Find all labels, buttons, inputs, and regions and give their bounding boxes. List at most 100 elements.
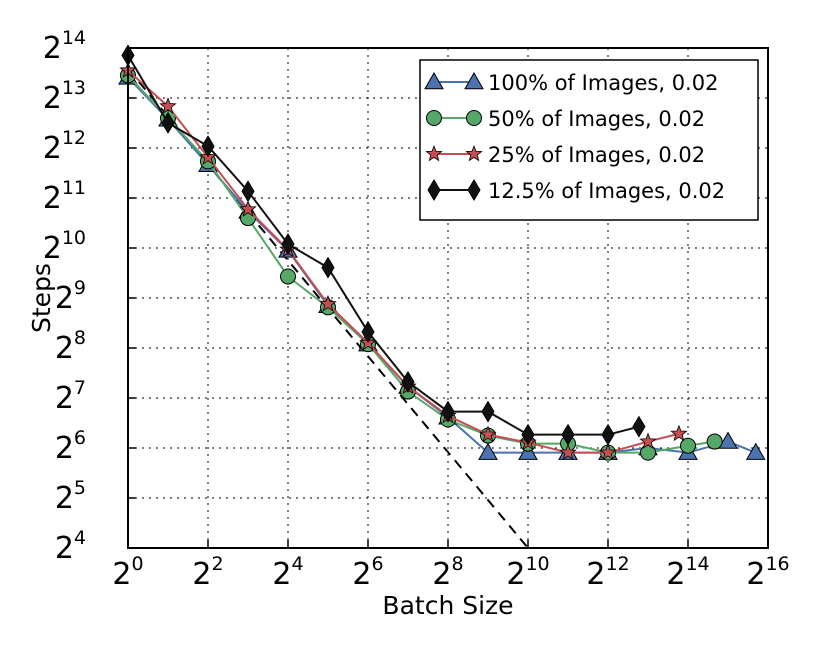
x-tick-base: 2 xyxy=(192,557,211,592)
plot-frame xyxy=(127,47,769,549)
data-point xyxy=(161,111,175,134)
data-point xyxy=(319,295,337,312)
legend-label: 12.5% of Images, 0.02 xyxy=(488,179,725,203)
series-line xyxy=(127,54,640,436)
x-tick-label: 24 xyxy=(272,553,303,592)
y-tick-base: 2 xyxy=(43,181,62,216)
legend-entry: 25% of Images, 0.02 xyxy=(425,143,705,167)
legend-label: 25% of Images, 0.02 xyxy=(488,143,705,167)
x-tick-exponent: 0 xyxy=(132,553,144,575)
x-tick-exponent: 16 xyxy=(765,553,789,575)
x-tick-exponent: 12 xyxy=(605,553,629,575)
data-point xyxy=(239,200,257,217)
legend-marker xyxy=(465,144,483,162)
y-tick-base: 2 xyxy=(55,331,74,366)
y-tick-label: 24 xyxy=(55,527,86,566)
y-tick-exponent: 5 xyxy=(74,477,86,499)
x-tick-base: 2 xyxy=(666,557,685,592)
data-point xyxy=(441,400,455,423)
x-tick-base: 2 xyxy=(506,557,525,592)
legend-marker xyxy=(466,110,482,126)
data-point xyxy=(201,135,215,158)
data-point xyxy=(401,370,415,393)
y-tick-exponent: 4 xyxy=(74,527,86,549)
y-tick-label: 213 xyxy=(43,77,86,116)
data-point xyxy=(601,423,615,446)
y-tick-base: 2 xyxy=(43,231,62,266)
x-tick-label: 210 xyxy=(506,553,549,592)
x-tick-base: 2 xyxy=(352,557,371,592)
data-point xyxy=(632,415,646,438)
y-tick-base: 2 xyxy=(55,381,74,416)
legend-entry: 100% of Images, 0.02 xyxy=(424,71,718,95)
legend-marker xyxy=(424,71,444,90)
data-point xyxy=(481,400,495,423)
x-axis-label: Batch Size xyxy=(382,591,513,620)
y-tick-exponent: 6 xyxy=(74,427,86,449)
x-tick-base: 2 xyxy=(746,557,765,592)
x-tick-base: 2 xyxy=(586,557,605,592)
legend-label: 100% of Images, 0.02 xyxy=(488,71,718,95)
x-tick-base: 2 xyxy=(432,557,451,592)
y-tick-exponent: 8 xyxy=(74,327,86,349)
legend-entry: 50% of Images, 0.02 xyxy=(426,107,705,131)
data-point xyxy=(559,443,577,461)
y-tick-label: 212 xyxy=(43,127,86,166)
data-point xyxy=(599,443,617,461)
legend-marker xyxy=(425,144,443,162)
x-tick-exponent: 2 xyxy=(212,553,224,575)
y-tick-exponent: 13 xyxy=(62,77,86,99)
data-point xyxy=(521,423,535,446)
y-tick-label: 25 xyxy=(55,477,86,516)
data-point xyxy=(561,423,575,446)
legend-marker xyxy=(464,71,484,90)
legend: 100% of Images, 0.02 50% of Images, 0.02 2… xyxy=(419,59,759,221)
legend-entry: 12.5% of Images, 0.02 xyxy=(427,179,725,203)
series-diamond xyxy=(121,44,646,446)
x-tick-label: 22 xyxy=(192,553,223,592)
x-tick-exponent: 10 xyxy=(525,553,549,575)
y-tick-exponent: 11 xyxy=(62,177,86,199)
y-tick-label: 26 xyxy=(55,427,86,466)
y-tick-label: 211 xyxy=(43,177,86,216)
data-point xyxy=(478,442,498,460)
data-point xyxy=(680,437,696,454)
y-tick-exponent: 7 xyxy=(74,377,86,399)
data-point xyxy=(670,424,688,442)
series-group xyxy=(118,44,766,461)
x-tick-label: 26 xyxy=(352,553,383,592)
y-tick-label: 29 xyxy=(55,277,86,316)
y-tick-label: 210 xyxy=(43,227,86,266)
x-tick-label: 212 xyxy=(586,553,629,592)
data-point xyxy=(321,256,335,279)
x-tick-label: 20 xyxy=(112,553,143,592)
x-tick-exponent: 6 xyxy=(372,553,384,575)
data-point xyxy=(745,442,766,460)
y-tick-exponent: 10 xyxy=(62,227,86,249)
legend-label: 50% of Images, 0.02 xyxy=(488,107,705,131)
x-tick-exponent: 8 xyxy=(452,553,464,575)
y-tick-base: 2 xyxy=(55,481,74,516)
data-point xyxy=(280,268,296,285)
y-tick-label: 27 xyxy=(55,377,86,416)
y-tick-exponent: 12 xyxy=(62,127,86,149)
series-line xyxy=(127,74,715,454)
y-tick-base: 2 xyxy=(43,31,62,66)
data-point xyxy=(159,97,177,114)
data-point xyxy=(639,432,657,449)
x-tick-exponent: 4 xyxy=(292,553,304,575)
y-tick-base: 2 xyxy=(43,131,62,166)
x-tick-label: 216 xyxy=(746,553,789,592)
legend-marker xyxy=(426,110,442,126)
data-point xyxy=(479,425,497,443)
y-tick-base: 2 xyxy=(55,531,74,566)
y-axis-label: Steps xyxy=(27,263,56,333)
data-point xyxy=(706,433,723,450)
legend-marker xyxy=(427,179,441,201)
tick-labels: 20 22 24 26 28 210 212 214 216242526272829210211… xyxy=(43,27,790,592)
y-tick-label: 28 xyxy=(55,327,86,366)
y-tick-base: 2 xyxy=(55,431,74,466)
x-tick-base: 2 xyxy=(112,557,131,592)
data-point xyxy=(640,444,656,461)
